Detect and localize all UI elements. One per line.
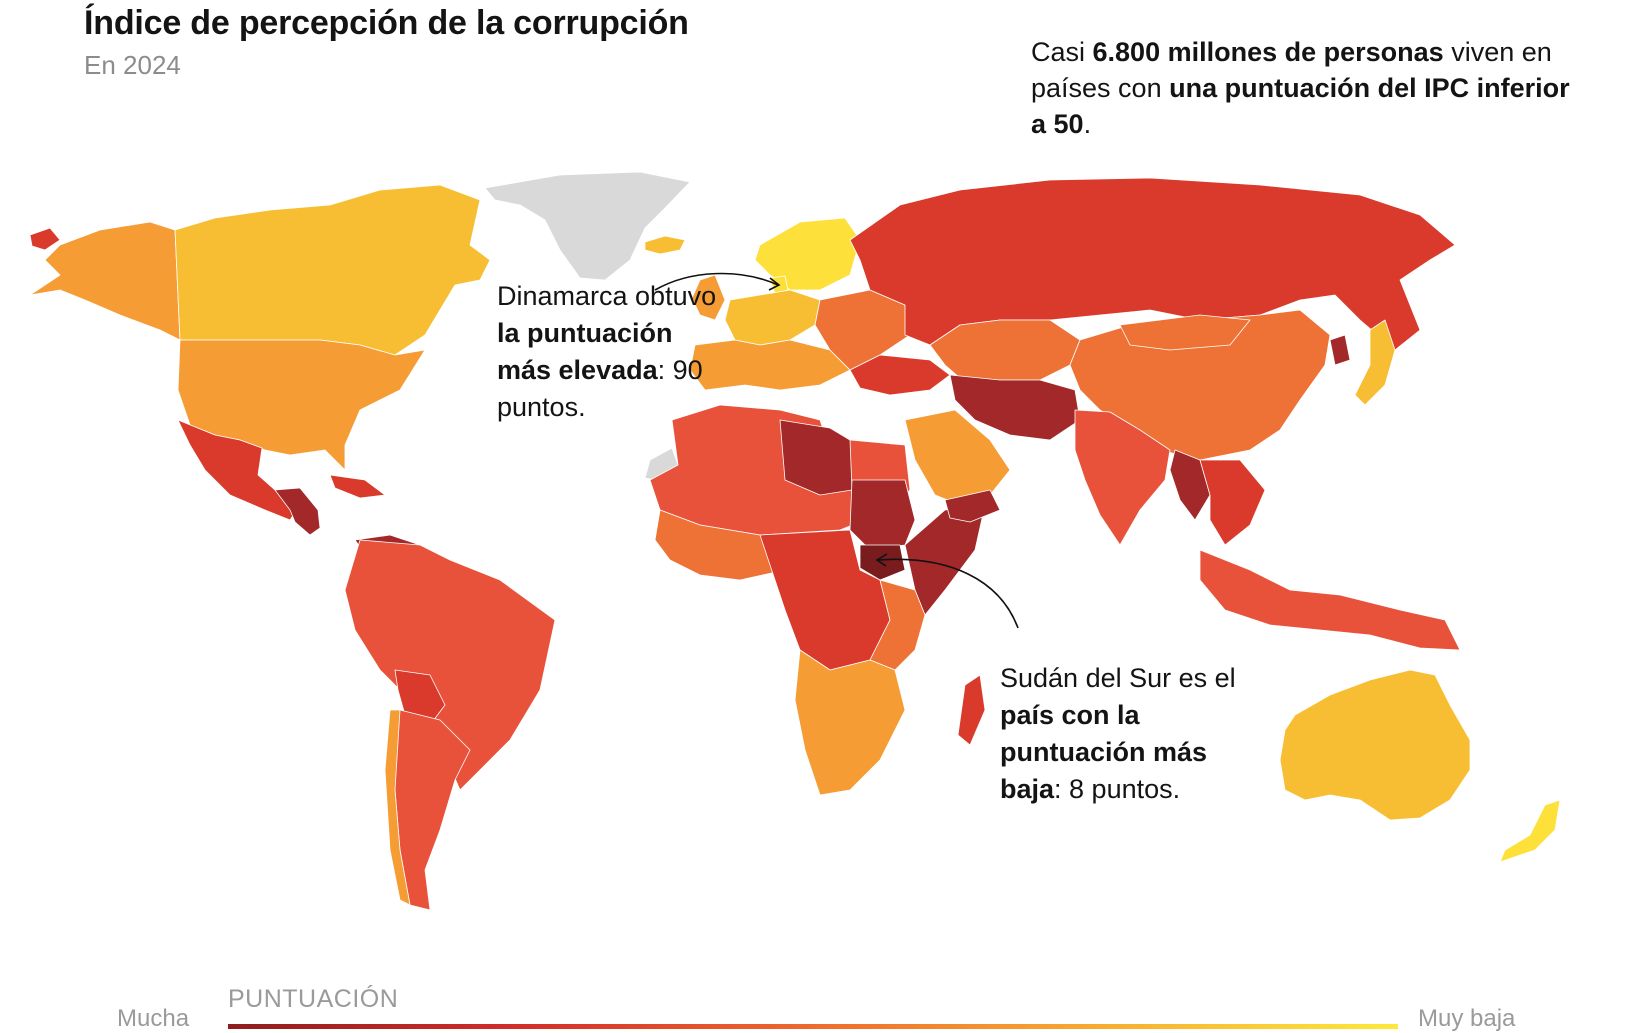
denmark-arrowhead [768,277,781,291]
world-map [29,171,1561,911]
region-scandinavia [754,217,861,291]
region-east-africa [869,579,926,671]
region-australia [1279,669,1471,821]
region-west-africa [654,509,791,581]
denmark-arrow [654,272,779,291]
legend-right-label: Muy baja [1418,1005,1516,1032]
region-southern-africa [794,649,906,796]
region-russia [849,177,1456,351]
region-southeast-asia [1199,459,1266,546]
page-title: Índice de percepción de la corrupción [84,4,689,42]
region-japan [1354,319,1396,406]
region-chukotka [29,227,61,251]
south-sudan-arrow [877,558,1019,629]
region-caribbean [329,474,386,499]
region-yemen [944,489,1001,523]
region-south-sudan [859,544,906,581]
region-mongolia [1119,314,1251,351]
region-new-zealand [1499,799,1561,863]
region-turkey [849,354,951,396]
region-central-america [274,487,321,536]
legend-title: PUNTUACIÓN [228,985,399,1013]
page-subtitle: En 2024 [84,50,181,80]
south-sudan-annotation: Sudán del Sur es el país con la puntuaci… [1000,663,1236,804]
region-brazil [344,539,556,791]
region-india [1074,409,1171,546]
region-sudan [849,479,916,551]
denmark-annotation: Dinamarca obtuvo la puntuación más eleva… [497,281,717,422]
region-madagascar [957,674,986,746]
legend-left-label: Mucha [117,1005,190,1032]
region-north-korea [1329,334,1351,366]
region-iran-afghanistan [949,374,1081,441]
region-western-europe [724,289,821,346]
south-sudan-arrowhead [875,553,888,567]
region-china [1069,309,1331,461]
region-canada [174,184,491,356]
region-indonesia [1199,549,1461,651]
region-iceland [644,235,686,255]
legend-color-scale [228,1024,1398,1029]
population-callout: Casi 6.800 millones de personas viven en… [1031,37,1570,139]
region-alaska [29,221,181,341]
region-greenland [484,171,691,281]
region-uk-ireland [691,274,726,321]
region-southern-europe [689,339,851,391]
region-chile [384,709,411,906]
